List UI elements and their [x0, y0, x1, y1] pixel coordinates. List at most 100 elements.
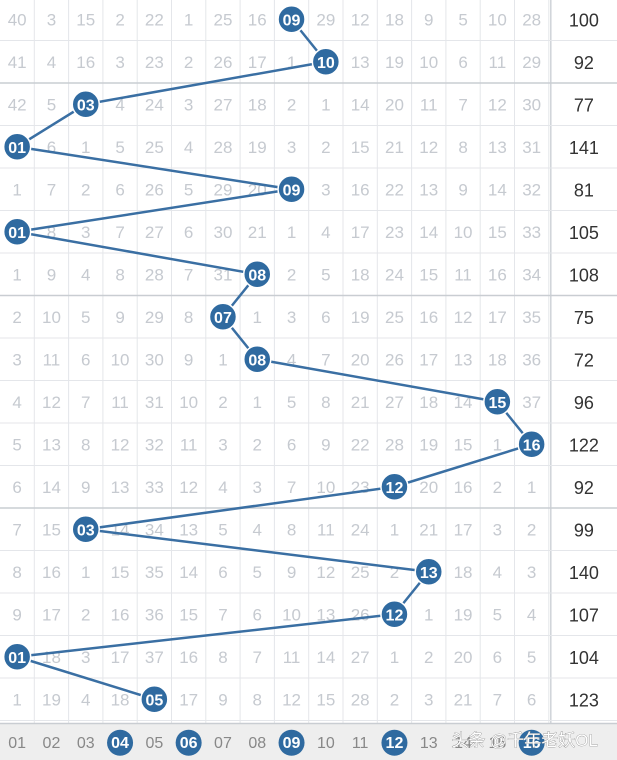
cell-value: 26 [213, 53, 232, 72]
cell-value: 9 [115, 308, 124, 327]
cell-value: 2 [81, 605, 90, 624]
hit-ball: 03 [71, 515, 100, 544]
cell-value: 11 [180, 435, 198, 454]
cell-value: 21 [351, 393, 370, 412]
cell-value: 35 [522, 308, 541, 327]
cell-value: 5 [321, 265, 330, 284]
cell-value: 6 [253, 605, 262, 624]
cell-value: 21 [419, 520, 438, 539]
cell-value: 27 [351, 648, 370, 667]
ball-number: 08 [248, 267, 266, 284]
cell-value: 9 [12, 605, 21, 624]
cell-value: 25 [385, 308, 404, 327]
cell-value: 37 [522, 393, 541, 412]
cell-value: 13 [351, 53, 370, 72]
ball-number: 09 [283, 182, 301, 199]
cell-value: 5 [218, 520, 227, 539]
cell-value: 9 [47, 265, 56, 284]
cell-value: 9 [287, 563, 296, 582]
cell-value: 2 [12, 308, 21, 327]
cell-value: 7 [493, 690, 502, 709]
cell-value: 7 [458, 95, 467, 114]
ball-number: 13 [420, 565, 438, 582]
cell-value: 1 [253, 308, 262, 327]
ball-number: 07 [214, 310, 232, 327]
cell-value: 23 [351, 478, 370, 497]
cell-value: 4 [287, 350, 296, 369]
cell-value: 36 [145, 605, 164, 624]
cell-value: 28 [522, 10, 541, 29]
cell-value: 3 [493, 520, 502, 539]
cell-value: 3 [287, 138, 296, 157]
cell-value: 8 [458, 138, 467, 157]
cell-value: 9 [184, 350, 193, 369]
cell-value: 13 [111, 478, 130, 497]
cell-value: 5 [253, 563, 262, 582]
cell-value: 37 [145, 648, 164, 667]
cell-value: 6 [47, 138, 56, 157]
cell-value: 15 [419, 265, 438, 284]
cell-value: 1 [390, 520, 399, 539]
cell-value: 14 [179, 563, 198, 582]
ball-number: 01 [8, 225, 26, 242]
hit-ball: 08 [243, 260, 272, 289]
ball-number: 01 [8, 650, 26, 667]
hit-ball: 12 [380, 600, 409, 629]
row-sum: 96 [574, 393, 594, 413]
cell-value: 11 [489, 53, 507, 72]
cell-value: 4 [12, 393, 21, 412]
cell-value: 15 [488, 223, 507, 242]
hit-ball: 12 [380, 472, 409, 501]
cell-value: 13 [42, 435, 61, 454]
ball-number: 10 [317, 55, 335, 72]
row-sum: 77 [574, 95, 594, 115]
cell-value: 5 [493, 605, 502, 624]
cell-value: 7 [115, 223, 124, 242]
hit-ball: 01 [2, 132, 32, 161]
ball-circle [71, 515, 100, 544]
cell-value: 7 [184, 265, 193, 284]
cell-value: 2 [527, 520, 536, 539]
cell-value: 20 [385, 95, 404, 114]
cell-value: 18 [351, 265, 370, 284]
footer-number: 13 [420, 735, 438, 752]
cell-value: 19 [351, 308, 370, 327]
cell-value: 15 [76, 10, 95, 29]
cell-value: 19 [248, 138, 267, 157]
cell-value: 14 [488, 180, 507, 199]
cell-value: 12 [42, 393, 61, 412]
cell-value: 18 [111, 690, 130, 709]
ball-number: 03 [77, 522, 95, 539]
cell-value: 2 [493, 478, 502, 497]
ball-circle [380, 600, 409, 629]
cell-value: 16 [42, 563, 61, 582]
cell-value: 29 [213, 180, 232, 199]
cell-value: 31 [522, 138, 541, 157]
cell-value: 10 [179, 393, 198, 412]
cell-value: 6 [321, 308, 330, 327]
cell-value: 12 [454, 308, 473, 327]
cell-value: 17 [42, 605, 61, 624]
cell-value: 1 [287, 223, 296, 242]
cell-value: 7 [47, 180, 56, 199]
ball-circle [517, 430, 546, 459]
cell-value: 6 [218, 563, 227, 582]
cell-value: 20 [351, 350, 370, 369]
cell-value: 22 [145, 10, 164, 29]
footer-number: 07 [214, 735, 232, 752]
footer-number: 04 [111, 735, 129, 752]
row-sum: 75 [574, 308, 594, 328]
cell-value: 10 [419, 53, 438, 72]
cell-value: 29 [522, 53, 541, 72]
cell-value: 1 [321, 95, 330, 114]
cell-value: 8 [287, 520, 296, 539]
cell-value: 2 [321, 138, 330, 157]
cell-value: 10 [488, 10, 507, 29]
footer-number: 12 [386, 735, 404, 752]
cell-value: 14 [316, 648, 335, 667]
cell-value: 30 [213, 223, 232, 242]
ball-circle [311, 47, 341, 76]
ball-number: 15 [488, 395, 506, 412]
cell-value: 3 [81, 223, 90, 242]
cell-value: 6 [527, 690, 536, 709]
